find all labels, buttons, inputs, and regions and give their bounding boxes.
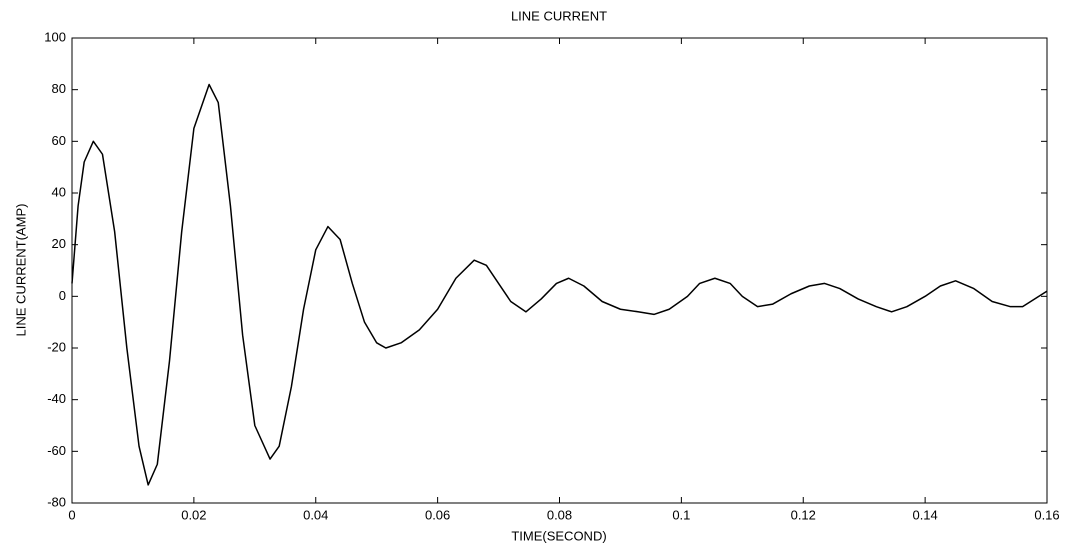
y-tick-label: 20 [52,236,66,251]
x-axis-label: TIME(SECOND) [511,528,606,543]
y-tick-label: -60 [47,443,66,458]
y-tick-label: 100 [44,29,66,44]
y-axis-label: LINE CURRENT(AMP) [13,204,28,337]
y-tick-label: 60 [52,133,66,148]
x-tick-label: 0.14 [912,507,937,522]
y-tick-label: -20 [47,339,66,354]
y-tick-label: -80 [47,494,66,509]
x-tick-label: 0.1 [672,507,690,522]
y-tick-label: -40 [47,391,66,406]
x-tick-label: 0.08 [547,507,572,522]
x-tick-label: 0.12 [791,507,816,522]
x-tick-label: 0.16 [1034,507,1059,522]
x-tick-label: 0.06 [425,507,450,522]
x-tick-label: 0.02 [181,507,206,522]
chart-title: LINE CURRENT [511,8,607,23]
x-tick-label: 0 [68,507,75,522]
data-line [71,83,1048,486]
x-tick-label: 0.04 [303,507,328,522]
y-tick-label: 80 [52,81,66,96]
y-tick-label: 0 [59,288,66,303]
y-tick-label: 40 [52,184,66,199]
